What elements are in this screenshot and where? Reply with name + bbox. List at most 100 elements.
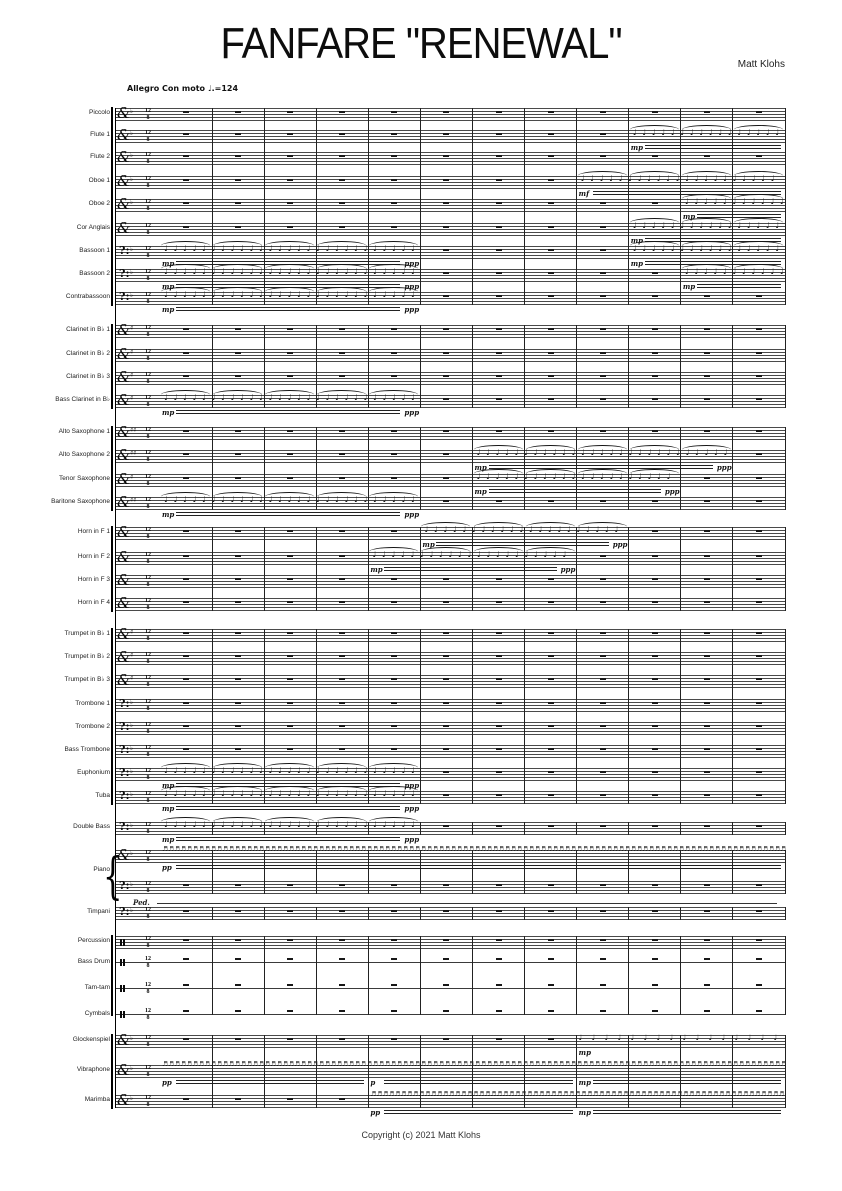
note-glyph: ♬ [700, 1090, 707, 1098]
note-glyph: ♬ [492, 1060, 498, 1068]
measure-rest [339, 702, 346, 704]
note-glyph: ♬ [712, 1090, 719, 1098]
measure-rest [599, 226, 606, 228]
note-glyph: ♩ [533, 448, 538, 457]
note-glyph: ♩ [505, 550, 510, 559]
measure-rest [703, 794, 710, 796]
note-glyph: ♩ [221, 766, 225, 775]
slur-arc [369, 390, 419, 396]
note-glyph: ♩ [401, 393, 406, 402]
note-glyph: ♩ [278, 495, 282, 504]
note-glyph: ♬ [312, 845, 318, 853]
time-signature-lower: 8 [146, 1101, 150, 1108]
measure-rest [599, 1010, 606, 1012]
note-glyph: ♩ [401, 766, 406, 775]
barline [472, 325, 473, 408]
note-glyph: ♩ [642, 128, 647, 137]
note-glyph: ♬ [222, 845, 228, 853]
note-glyph: ♩ [694, 174, 699, 183]
key-signature: ♭ [130, 129, 134, 137]
note-glyph: ♩ [278, 267, 282, 276]
note-glyph: ♩ [230, 290, 235, 299]
note-glyph: ♬ [276, 1060, 282, 1068]
note-glyph: ♩ [230, 267, 235, 276]
barline [211, 108, 213, 305]
note-glyph: ♬ [658, 1090, 665, 1098]
note-glyph: ♩ [760, 197, 765, 206]
note-glyph: ♩ [363, 495, 368, 504]
measure-rest [287, 1098, 294, 1100]
measure-rest [651, 825, 658, 827]
note-glyph: ♩ [173, 290, 178, 299]
note-glyph: ♩ [316, 393, 320, 402]
note-glyph: ♩ [651, 128, 656, 137]
slur-arc [213, 763, 263, 769]
barline [472, 427, 473, 510]
slur-arc [473, 547, 523, 553]
note-glyph: ♬ [702, 845, 708, 853]
note-glyph: ♬ [420, 1060, 426, 1068]
slur-arc [265, 264, 315, 270]
key-signature: ♭ [130, 744, 134, 752]
note-glyph: ♬ [162, 1060, 168, 1068]
percussion-clef-icon [120, 985, 122, 992]
barline [419, 1035, 421, 1108]
instrument-label: Clarinet in B♭ 3 [66, 373, 110, 380]
note-glyph: ♬ [324, 1060, 330, 1068]
time-signature-lower: 8 [146, 797, 150, 804]
note-glyph: ♬ [706, 1090, 713, 1098]
note-glyph: ♩ [609, 448, 614, 457]
measure-rest [651, 202, 658, 204]
percussion-clef-icon [120, 1011, 122, 1018]
measure-rest [703, 910, 710, 912]
measure-rest [599, 655, 606, 657]
note-glyph: ♬ [714, 845, 720, 853]
note-glyph: ♩ [164, 290, 168, 299]
note-glyph: ♩ [773, 1033, 778, 1042]
note-glyph: ♬ [642, 1060, 648, 1068]
note-glyph: ♬ [228, 845, 234, 853]
note-glyph: ♬ [736, 1090, 743, 1098]
barline [211, 850, 213, 894]
staff-row: & ♯ 12 8 [115, 321, 785, 339]
key-signature: ♭ [130, 790, 134, 798]
measure-rest [703, 725, 710, 727]
treble-clef-icon: & [117, 321, 131, 339]
measure-rest [235, 601, 242, 603]
note-glyph: ♬ [396, 1060, 402, 1068]
time-signature: 12 8 [142, 791, 154, 804]
time-signature: 12 8 [142, 982, 154, 995]
measure-rest [495, 910, 502, 912]
treble-clef-icon: & [117, 104, 131, 122]
note-glyph: ♩ [647, 174, 651, 183]
note-glyph: ♩ [202, 495, 206, 504]
measure-rest [391, 1010, 398, 1012]
time-signature: 12 8 [142, 325, 154, 338]
barline [576, 936, 578, 1015]
key-signature: ♯ [130, 348, 134, 356]
dynamic-marking: ppp [404, 835, 420, 844]
note-glyph: ♬ [534, 1060, 540, 1068]
note-glyph: ♬ [384, 1060, 390, 1068]
note-glyph: ♬ [696, 1060, 702, 1068]
note-glyph: ♩ [637, 174, 642, 183]
instrument-label: Bass Drum [77, 958, 110, 965]
note-glyph: ♩ [335, 290, 339, 299]
key-signature: ♭ [130, 767, 134, 775]
measure-rest [495, 725, 502, 727]
measure-rest [183, 939, 190, 941]
note-glyph: ♬ [618, 845, 624, 853]
note-glyph: ♩ [528, 525, 533, 534]
slur-arc [473, 445, 523, 451]
key-signature: ♯ [130, 651, 134, 659]
note-glyph: ♩ [685, 448, 690, 457]
instrument-label: Double Bass [73, 823, 110, 830]
note-glyph: ♩ [411, 766, 415, 775]
treble-clef-icon: & [117, 846, 131, 864]
measure-rest [287, 655, 294, 657]
measure-rest [755, 500, 762, 502]
note-glyph: ♬ [756, 845, 762, 853]
measure-rest [183, 1010, 190, 1012]
measure-rest [339, 352, 346, 354]
note-glyph: ♩ [230, 244, 235, 253]
